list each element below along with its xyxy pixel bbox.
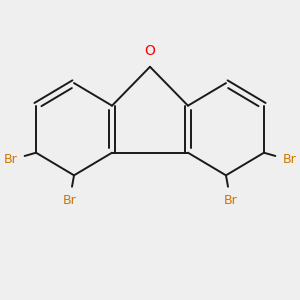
Text: Br: Br [224,194,237,207]
Text: Br: Br [4,153,18,167]
Text: Br: Br [282,153,296,167]
Text: Br: Br [63,194,76,207]
Text: O: O [145,44,155,58]
